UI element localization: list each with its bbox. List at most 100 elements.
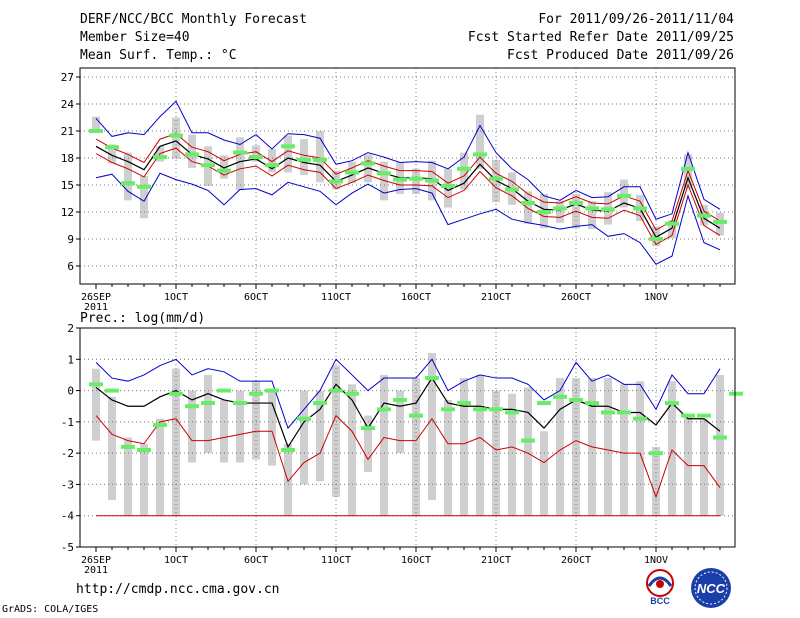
temperature-marker — [393, 177, 407, 182]
temperature-marker — [441, 183, 455, 188]
precipitation-spread-bar — [124, 437, 132, 516]
precipitation-x-tick-label: 26OCT — [561, 555, 591, 566]
temperature-marker — [89, 129, 103, 133]
precipitation-marker — [489, 407, 503, 412]
temperature-spread-bar — [140, 176, 148, 219]
temperature-spread-bar — [188, 134, 196, 168]
precipitation-spread-bar — [268, 390, 276, 466]
temperature-series-ensemble-mean — [95, 140, 721, 239]
precipitation-marker — [537, 401, 551, 406]
variable-label: Mean Surf. Temp.: °C — [80, 48, 237, 63]
precipitation-spread-bar — [636, 381, 644, 516]
precipitation-marker — [201, 401, 215, 406]
precipitation-x-tick-label: 16OCT — [401, 555, 431, 566]
chart-title: DERF/NCC/BCC Monthly Forecast — [80, 12, 307, 27]
precipitation-marker — [169, 391, 183, 396]
precipitation-marker — [377, 407, 391, 412]
precipitation-spread-bar — [652, 446, 660, 516]
precipitation-marker — [617, 410, 631, 415]
temperature-x-tick-label: 26SEP — [81, 292, 111, 303]
precipitation-spread-bar — [508, 393, 516, 516]
precipitation-y-tick-label: -5 — [61, 541, 74, 554]
temperature-marker — [329, 179, 343, 184]
precipitation-marker — [89, 382, 103, 387]
temperature-spread-bar — [284, 135, 292, 173]
precipitation-spread-bar — [540, 431, 548, 516]
temperature-x-tick-label: 16OCT — [401, 292, 431, 303]
precipitation-marker — [457, 401, 471, 406]
temperature-series-min — [95, 100, 721, 220]
precipitation-marker — [713, 435, 727, 440]
precipitation-marker — [233, 401, 247, 406]
temperature-marker — [281, 144, 295, 149]
precipitation-marker — [249, 391, 263, 396]
temperature-spread-bar — [316, 131, 324, 183]
precipitation-spread-bar — [604, 378, 612, 516]
precipitation-marker — [121, 444, 135, 449]
precipitation-spread-bar — [572, 378, 580, 516]
precipitation-y-tick-label: 1 — [67, 353, 74, 366]
temperature-spread-bar — [252, 145, 260, 162]
temperature-spread-bar — [716, 212, 724, 236]
temperature-spread-bar — [268, 149, 276, 173]
temperature-y-tick-label: 12 — [61, 206, 74, 219]
precipitation-spread-bar — [524, 387, 532, 516]
temperature-x-tick-label: 11OCT — [321, 292, 351, 303]
footer-url[interactable]: http://cmdp.ncc.cma.gov.cn — [76, 582, 280, 597]
precipitation-panel: -5 -4 -3 -2 -1 0 1 2 26SEP 1OCT 6OCT 11OCT 16OCT 21OC… — [61, 322, 743, 576]
precipitation-spread-bar — [108, 396, 116, 501]
precipitation-marker — [473, 407, 487, 412]
temperature-y-tick-label: 27 — [61, 71, 74, 84]
precipitation-marker — [313, 401, 327, 406]
precipitation-spread-bar — [460, 378, 468, 516]
temperature-y-tick-label: 6 — [67, 260, 74, 273]
precipitation-y-tick-label: -2 — [61, 447, 74, 460]
precipitation-marker — [265, 388, 279, 393]
precipitation-marker — [361, 426, 375, 431]
precipitation-spread-bar — [380, 374, 388, 516]
precipitation-marker — [585, 401, 599, 406]
precipitation-marker — [425, 376, 439, 381]
temperature-marker — [473, 152, 487, 157]
temperature-spread-bar — [668, 220, 676, 239]
temperature-spread-bar — [620, 179, 628, 208]
precipitation-marker — [345, 391, 359, 396]
precipitation-spread-bar — [668, 381, 676, 516]
temperature-spread-bar — [92, 116, 100, 132]
temperature-x-tick-label: 1OCT — [164, 292, 188, 303]
temperature-series-max — [95, 172, 721, 265]
temperature-marker — [233, 150, 247, 155]
precipitation-x-tick-label: 11OCT — [321, 555, 351, 566]
precipitation-spread-bar — [364, 415, 372, 472]
temperature-marker — [697, 213, 711, 218]
precipitation-spread-bar — [444, 399, 452, 516]
precipitation-spread-bar — [236, 390, 244, 463]
precipitation-marker — [665, 401, 679, 406]
precipitation-y-tick-label: -3 — [61, 478, 74, 491]
temperature-spread-bar — [236, 137, 244, 191]
temperature-marker — [169, 133, 183, 138]
precipitation-spread-bar — [332, 365, 340, 497]
precipitation-y-tick-label: -1 — [61, 416, 74, 429]
precipitation-y-tick-label: 0 — [67, 385, 74, 398]
precipitation-marker — [649, 451, 663, 456]
precipitation-frame — [79, 327, 736, 548]
forecast-start-date: Fcst Started Refer Date 2011/09/25 — [467, 30, 734, 45]
temperature-y-tick-label: 9 — [67, 233, 74, 246]
temperature-marker — [633, 206, 647, 211]
temperature-x-year-label: 2011 — [84, 302, 108, 313]
precipitation-spread-bar — [188, 390, 196, 463]
precipitation-spread-bar — [412, 378, 420, 516]
temperature-marker — [569, 201, 583, 205]
precipitation-spread-bar — [92, 368, 100, 441]
temperature-marker — [601, 207, 615, 212]
precipitation-spread-bar — [316, 390, 324, 482]
ncc-logo-text: NCC — [697, 581, 726, 596]
temperature-x-tick-label: 6OCT — [244, 292, 268, 303]
precipitation-marker — [681, 413, 695, 418]
grads-credit: GrADS: COLA/IGES — [2, 604, 99, 615]
temperature-marker — [537, 210, 551, 214]
precipitation-marker — [217, 388, 231, 393]
precipitation-marker — [281, 448, 295, 453]
temperature-spread-bar — [588, 201, 596, 230]
